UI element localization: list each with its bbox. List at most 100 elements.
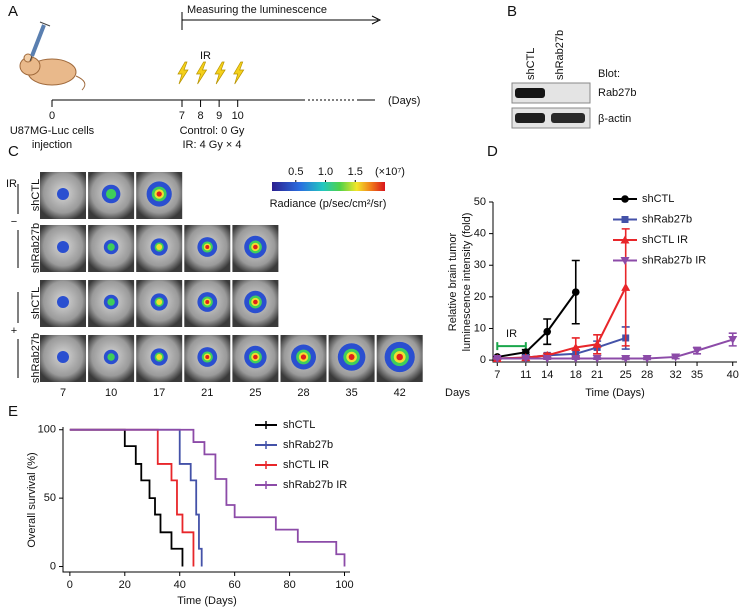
marker: [571, 355, 581, 364]
marker: [621, 195, 629, 203]
dose-line: IR: 4 Gy × 4: [183, 139, 242, 151]
marker: [642, 355, 652, 364]
row-label: shRab27b: [30, 223, 42, 273]
x-tick-label: 40: [727, 369, 739, 381]
signal-blob: [57, 241, 69, 253]
legend-label: shCTL IR: [642, 234, 688, 246]
legend-label: shCTL: [642, 193, 674, 205]
mouse-icon: [19, 21, 86, 91]
marker: [571, 342, 581, 351]
blot-protein: β-actin: [598, 113, 631, 125]
signal-blob: [396, 353, 403, 361]
blot-band: [515, 88, 545, 98]
signal-blob: [156, 244, 163, 250]
ir-label: IR: [200, 50, 211, 62]
injection-line: injection: [32, 139, 72, 151]
y-axis-title: Relative brain tumor: [447, 232, 459, 331]
group-sign: −: [11, 216, 17, 228]
marker: [692, 347, 702, 356]
ir-heading: IR: [6, 178, 17, 190]
signal-blob: [348, 354, 355, 360]
x-tick-label: 21: [591, 369, 603, 381]
signal-blob: [57, 188, 69, 200]
y-tick-label: 0: [50, 560, 56, 572]
marker: [592, 339, 602, 348]
timeline-tick-label: 10: [232, 110, 244, 122]
marker: [671, 353, 681, 362]
panel-label: E: [8, 403, 18, 420]
signal-blob: [156, 354, 163, 360]
y-tick-label: 30: [474, 259, 486, 271]
colorbar-multiplier: (×10⁷): [375, 166, 405, 178]
blot-lane: shCTL: [525, 48, 537, 80]
x-tick-label: 35: [691, 369, 703, 381]
lightning: [233, 61, 245, 85]
marker: [542, 355, 552, 364]
colorbar-tick-label: 1.0: [318, 166, 333, 178]
marker: [621, 282, 631, 291]
x-tick-label: 40: [174, 579, 186, 591]
panel-label: B: [507, 3, 517, 20]
y-tick-label: 20: [474, 291, 486, 303]
day-label: 42: [394, 387, 406, 399]
x-tick-label: 7: [494, 369, 500, 381]
signal-blob: [156, 299, 163, 305]
blot-band: [515, 113, 545, 123]
x-tick-label: 60: [229, 579, 241, 591]
colorbar-label: Radiance (p/sec/cm²/sr): [270, 198, 387, 210]
panel-label: C: [8, 143, 19, 160]
marker: [621, 216, 629, 223]
survival-curve: [69, 428, 203, 567]
day-label: 21: [201, 387, 213, 399]
legend-label: shRab27b IR: [283, 479, 347, 491]
axis-line: [492, 202, 737, 363]
day-label: 7: [60, 387, 66, 399]
signal-blob: [253, 299, 258, 305]
survival-curve: [69, 428, 195, 567]
legend-label: shRab27b: [642, 213, 692, 225]
ir-bracket: [496, 342, 527, 351]
x-tick-label: 0: [67, 579, 73, 591]
legend-label: shCTL IR: [283, 459, 329, 471]
y-axis-title: Overall survival (%): [26, 452, 38, 547]
y-axis-title: luminescence intensity (fold): [461, 213, 473, 352]
colorbar-tick-label: 0.5: [288, 166, 303, 178]
day-label: 28: [297, 387, 309, 399]
row-label: shCTL: [30, 179, 42, 211]
day-label: 35: [345, 387, 357, 399]
x-tick-label: 20: [119, 579, 131, 591]
y-tick-label: 50: [474, 196, 486, 208]
signal-blob: [107, 298, 115, 306]
series-line: [497, 291, 577, 358]
x-tick-label: 18: [570, 369, 582, 381]
lightning: [195, 61, 208, 85]
timeline-tick-label: 9: [216, 110, 222, 122]
row-label: shRab27b: [30, 333, 42, 383]
signal-blob: [253, 354, 258, 360]
timeline-tick-label: 8: [197, 110, 203, 122]
group-sign: +: [11, 325, 17, 337]
marker: [571, 288, 580, 296]
y-tick-label: 50: [44, 492, 56, 504]
survival-curve: [69, 428, 184, 567]
signal-blob: [57, 351, 69, 363]
signal-blob: [300, 354, 307, 360]
dose-line: Control: 0 Gy: [180, 125, 245, 137]
signal-blob: [205, 245, 210, 249]
x-tick-label: 28: [641, 369, 653, 381]
x-tick-label: 80: [283, 579, 295, 591]
lightning: [214, 61, 226, 85]
y-tick-label: 10: [474, 322, 486, 334]
day-label: 10: [105, 387, 117, 399]
series-line: [497, 338, 734, 360]
blot-protein: Rab27b: [598, 87, 637, 99]
marker: [620, 235, 630, 244]
colorbar-tick-label: 1.5: [348, 166, 363, 178]
blot-band: [551, 113, 585, 123]
legend-label: shRab27b: [283, 439, 333, 451]
timeline-tick-label: 7: [179, 110, 185, 122]
signal-blob: [107, 353, 115, 361]
x-tick-label: 32: [670, 369, 682, 381]
timeline-tick-label: 0: [49, 110, 55, 122]
days-unit: Days: [445, 387, 471, 399]
